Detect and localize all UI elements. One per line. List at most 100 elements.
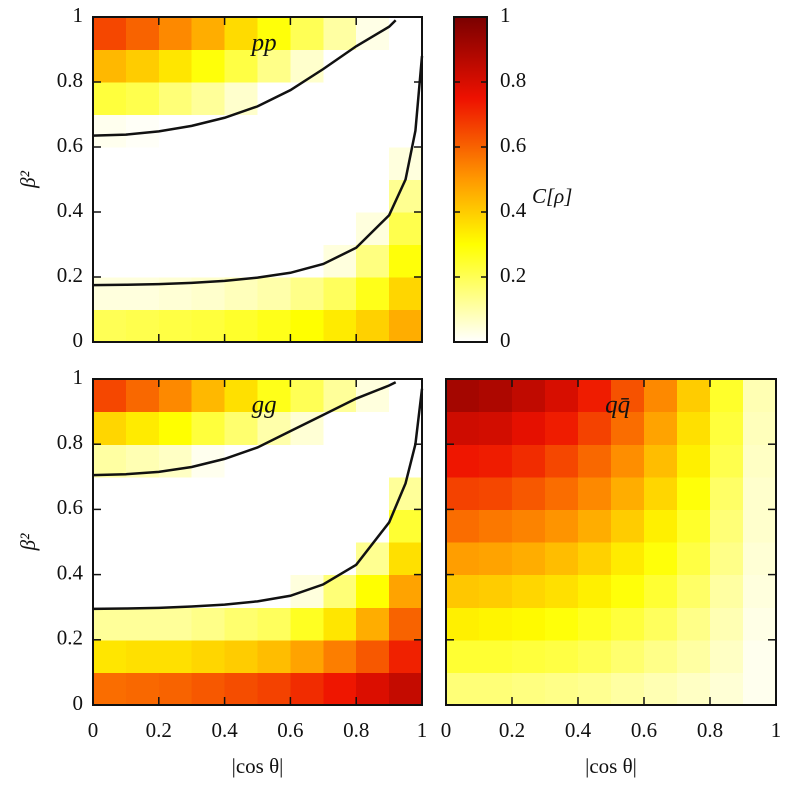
heat-cell bbox=[125, 574, 160, 608]
heat-cell bbox=[356, 444, 390, 478]
heat-cell bbox=[710, 444, 744, 478]
heat-cell bbox=[446, 379, 480, 413]
heat-cell bbox=[158, 309, 193, 343]
heat-cell bbox=[125, 277, 160, 311]
heat-cell bbox=[677, 411, 711, 445]
heat-cell bbox=[545, 476, 579, 510]
y-tick-label: 0.6 bbox=[57, 495, 83, 519]
heat-cell bbox=[93, 82, 127, 116]
heat-cell bbox=[290, 49, 324, 83]
heat-cell bbox=[93, 509, 127, 543]
heat-cell bbox=[677, 639, 711, 673]
heat-cell bbox=[93, 309, 127, 343]
heat-cell bbox=[93, 114, 127, 148]
heat-cell bbox=[323, 17, 357, 51]
heat-cell bbox=[446, 542, 480, 576]
colorbar-tick-label: 0.4 bbox=[500, 198, 527, 222]
heat-cell bbox=[389, 574, 423, 608]
heat-cell bbox=[677, 509, 711, 543]
heat-cell bbox=[93, 17, 127, 51]
heat-cell bbox=[191, 82, 226, 116]
heat-cell bbox=[356, 179, 390, 213]
heat-cell bbox=[290, 277, 324, 311]
heat-cell bbox=[512, 379, 546, 413]
heat-cell bbox=[93, 672, 127, 706]
heat-cell bbox=[446, 411, 480, 445]
heat-cell bbox=[389, 379, 423, 413]
heat-cell bbox=[389, 277, 423, 311]
heat-cell bbox=[446, 574, 480, 608]
heat-cell bbox=[611, 672, 645, 706]
heat-cell bbox=[257, 212, 291, 246]
heat-cell bbox=[158, 17, 193, 51]
heat-cell bbox=[125, 411, 160, 445]
heat-cell bbox=[578, 509, 612, 543]
heat-cell bbox=[356, 114, 390, 148]
heat-cell bbox=[158, 672, 193, 706]
heat-cell bbox=[611, 379, 645, 413]
y-tick-label: 0 bbox=[73, 691, 84, 715]
heat-cell bbox=[677, 444, 711, 478]
heat-cell bbox=[257, 607, 291, 641]
heat-cell bbox=[323, 82, 357, 116]
heat-cell bbox=[512, 607, 546, 641]
heat-cell bbox=[125, 509, 160, 543]
heat-cell bbox=[191, 49, 226, 83]
heat-cell bbox=[479, 444, 513, 478]
heat-cell bbox=[191, 244, 226, 278]
heat-cell bbox=[290, 476, 324, 510]
heat-cell bbox=[545, 607, 579, 641]
y-tick-label: 0.2 bbox=[57, 626, 83, 650]
heat-cell bbox=[158, 509, 193, 543]
heat-cell bbox=[224, 542, 259, 576]
heat-cell bbox=[191, 309, 226, 343]
heat-cell bbox=[611, 542, 645, 576]
heat-cell bbox=[93, 244, 127, 278]
heat-cell bbox=[512, 542, 546, 576]
y-tick-label: 1 bbox=[73, 365, 84, 389]
heat-cell bbox=[290, 607, 324, 641]
x-tick-label: 1 bbox=[417, 718, 428, 742]
heat-cell bbox=[545, 379, 579, 413]
colorbar-tick-label: 0.8 bbox=[500, 68, 526, 92]
heat-cell bbox=[389, 49, 423, 83]
heat-cell bbox=[125, 179, 160, 213]
heat-cell bbox=[644, 574, 678, 608]
heat-cell bbox=[743, 379, 777, 413]
heat-cell bbox=[356, 17, 390, 51]
contour-line bbox=[92, 19, 397, 137]
heat-cell bbox=[257, 179, 291, 213]
heat-cell bbox=[743, 476, 777, 510]
heat-cell bbox=[93, 212, 127, 246]
heat-cell bbox=[224, 82, 259, 116]
x-tick-label: 0.8 bbox=[343, 718, 369, 742]
heat-cell bbox=[257, 509, 291, 543]
heat-cell bbox=[611, 411, 645, 445]
heat-cell bbox=[290, 17, 324, 51]
heat-cell bbox=[224, 639, 259, 673]
colorbar-tick-label: 1 bbox=[500, 3, 511, 27]
heat-cell bbox=[323, 444, 357, 478]
heat-cell bbox=[479, 379, 513, 413]
heat-cell bbox=[389, 244, 423, 278]
heat-cell bbox=[356, 277, 390, 311]
plot-frame bbox=[92, 378, 423, 706]
panel-title: pp bbox=[250, 30, 277, 57]
heat-cell bbox=[644, 639, 678, 673]
heat-cell bbox=[257, 244, 291, 278]
heat-cell bbox=[710, 379, 744, 413]
heat-cell bbox=[191, 509, 226, 543]
heat-cell bbox=[158, 147, 193, 181]
y-tick-label: 0 bbox=[73, 328, 84, 352]
heat-cell bbox=[578, 379, 612, 413]
heat-cell bbox=[743, 411, 777, 445]
heat-cell bbox=[158, 411, 193, 445]
heat-cell bbox=[356, 509, 390, 543]
heat-cell bbox=[125, 49, 160, 83]
heat-cell bbox=[389, 179, 423, 213]
heat-cell bbox=[743, 639, 777, 673]
heat-cell bbox=[257, 17, 291, 51]
heat-cell bbox=[257, 639, 291, 673]
heat-cell bbox=[257, 277, 291, 311]
x-tick-label: 0.8 bbox=[697, 718, 723, 742]
